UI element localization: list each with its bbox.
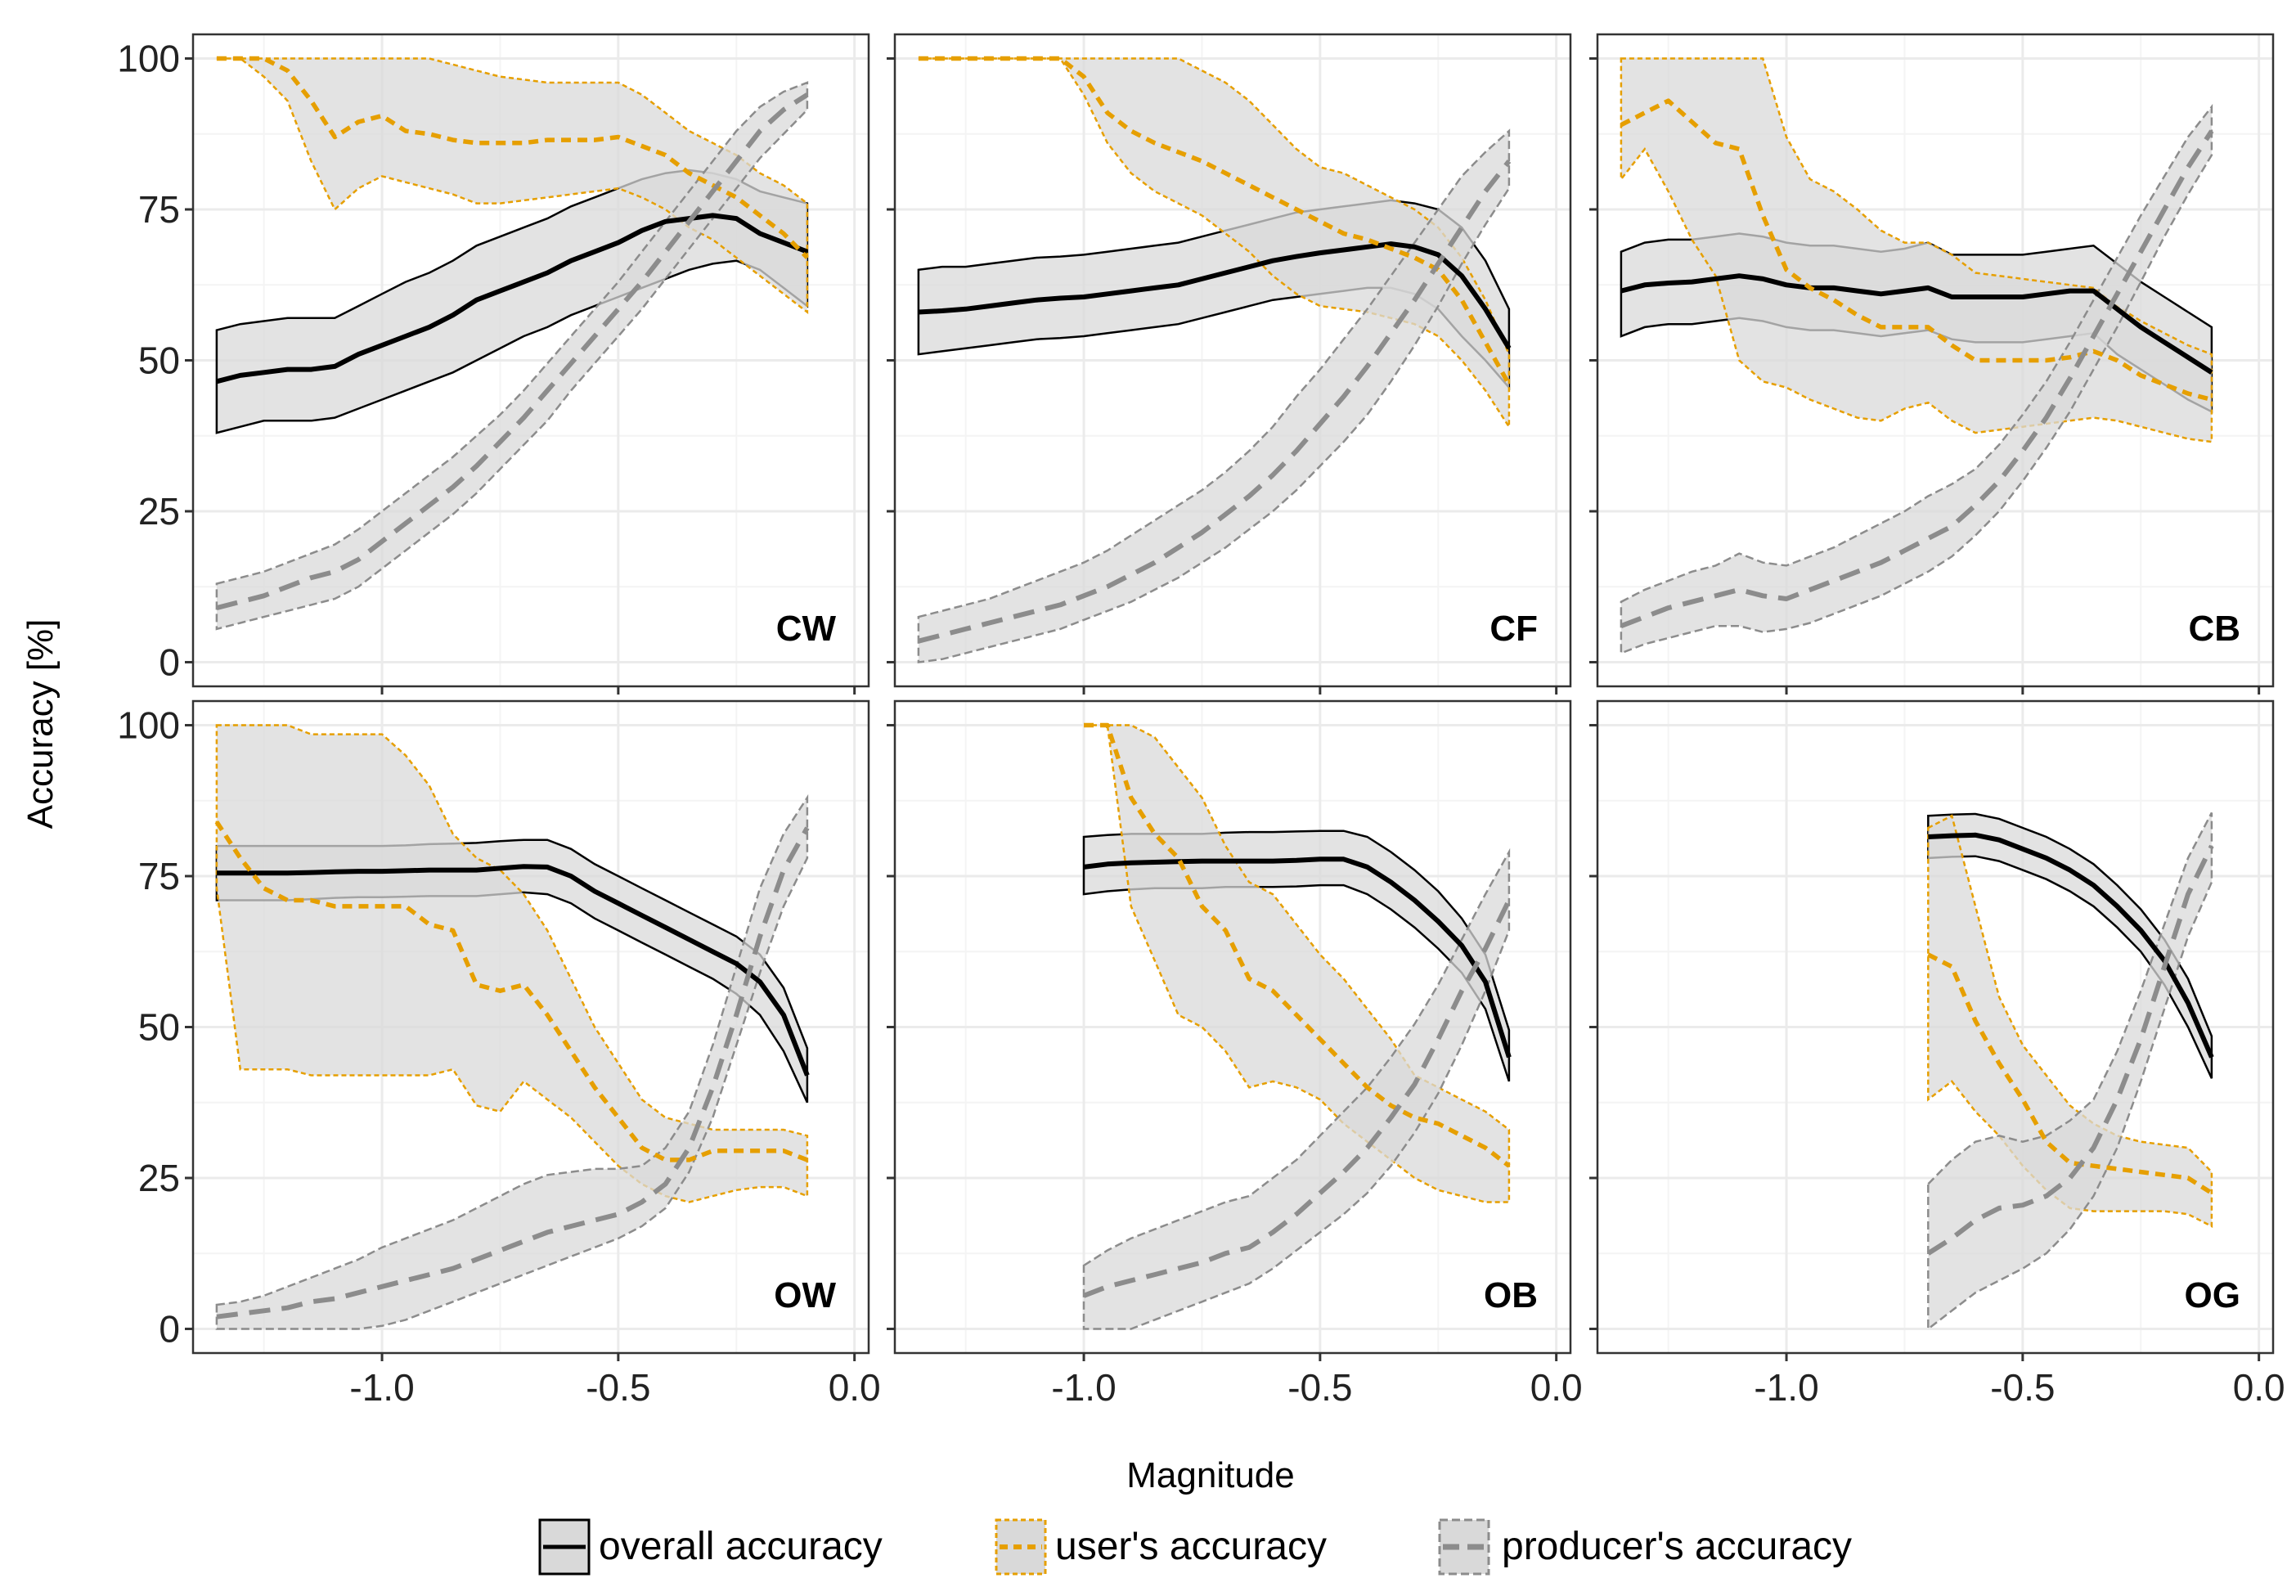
- axes-layer: 0 25 50 75 100 0 25 50 75 100 -1.0 -0.5 0.0 -1.0 -0.5 0…: [117, 38, 2285, 1409]
- x-tick-label: 0.0: [829, 1366, 881, 1409]
- x-tick-label: -1.0: [1051, 1366, 1116, 1409]
- y-tick-label: 75: [138, 188, 180, 231]
- overall-accuracy-line: [216, 864, 810, 1077]
- legend-key-user: [995, 1518, 1047, 1576]
- panel-label: CB: [2188, 609, 2240, 649]
- user-accuracy-ribbon: [215, 724, 809, 1203]
- legend-label-overall: overall accuracy: [599, 1525, 883, 1568]
- panels-layer: CW CF CB OW OB OG: [191, 33, 2275, 1355]
- y-tick-label: 75: [138, 855, 180, 897]
- legend-key-producer: [1438, 1518, 1490, 1576]
- x-tick-label: 0.0: [1530, 1366, 1583, 1409]
- x-tick-label: -0.5: [586, 1366, 650, 1409]
- panel-cf: CF: [893, 33, 1572, 688]
- panel-label: OW: [774, 1275, 836, 1315]
- legend-label-producer: producer's accuracy: [1502, 1525, 1852, 1568]
- x-axis-title: Magnitude: [1126, 1455, 1294, 1495]
- x-tick-label: -0.5: [1287, 1366, 1352, 1409]
- producer-accuracy-ribbon: [215, 794, 809, 1330]
- x-tick-label: -1.0: [1754, 1366, 1818, 1409]
- legend-key-overall: [538, 1518, 591, 1576]
- panel-ow: OW: [191, 699, 870, 1355]
- x-tick-label: -0.5: [1990, 1366, 2055, 1409]
- x-tick-label: 0.0: [2233, 1366, 2285, 1409]
- user-accuracy-line: [1084, 722, 1511, 1168]
- panel-label: OB: [1484, 1275, 1538, 1315]
- overall-accuracy-line: [1620, 273, 2213, 375]
- producer-accuracy-line: [216, 92, 809, 611]
- panel-label: CF: [1489, 609, 1538, 649]
- y-tick-label: 0: [159, 641, 180, 683]
- y-tick-label: 100: [117, 38, 180, 80]
- y-tick-label: 25: [138, 490, 180, 533]
- panel-cw: CW: [191, 33, 870, 688]
- producer-accuracy-line: [1926, 844, 2214, 1256]
- overall-accuracy-line: [918, 241, 1512, 350]
- user-accuracy-line: [1620, 98, 2213, 402]
- user-accuracy-line: [214, 820, 808, 1162]
- producer-accuracy-ribbon: [215, 81, 809, 631]
- producer-accuracy-line: [216, 826, 810, 1320]
- user-accuracy-line: [918, 56, 1512, 386]
- y-tick-label: 100: [117, 704, 180, 747]
- y-tick-label: 50: [138, 1006, 180, 1049]
- panel-ob: OB: [893, 699, 1572, 1355]
- producer-accuracy-line: [1620, 129, 2214, 629]
- panel-og: OG: [1596, 699, 2275, 1355]
- panel-cb: CB: [1596, 33, 2275, 688]
- panel-label: CW: [776, 609, 837, 649]
- producer-accuracy-ribbon: [1927, 811, 2213, 1332]
- producer-accuracy-line: [1082, 899, 1512, 1298]
- y-tick-label: 50: [138, 339, 180, 382]
- overall-accuracy-line: [1083, 856, 1512, 1059]
- y-tick-label: 25: [138, 1157, 180, 1199]
- producer-accuracy-line: [918, 160, 1512, 644]
- user-accuracy-ribbon: [1620, 57, 2213, 443]
- legend-label-user: user's accuracy: [1055, 1525, 1327, 1568]
- user-accuracy-line: [1927, 952, 2213, 1195]
- y-tick-label: 0: [159, 1307, 180, 1350]
- producer-accuracy-ribbon: [917, 128, 1511, 663]
- user-accuracy-line: [216, 56, 809, 259]
- legend: overall accuracy user's accuracy produce…: [538, 1518, 1852, 1576]
- x-tick-label: -1.0: [349, 1366, 414, 1409]
- panel-label: OG: [2185, 1275, 2240, 1315]
- y-axis-title: Accuracy [%]: [20, 619, 61, 829]
- overall-accuracy-line: [216, 213, 808, 384]
